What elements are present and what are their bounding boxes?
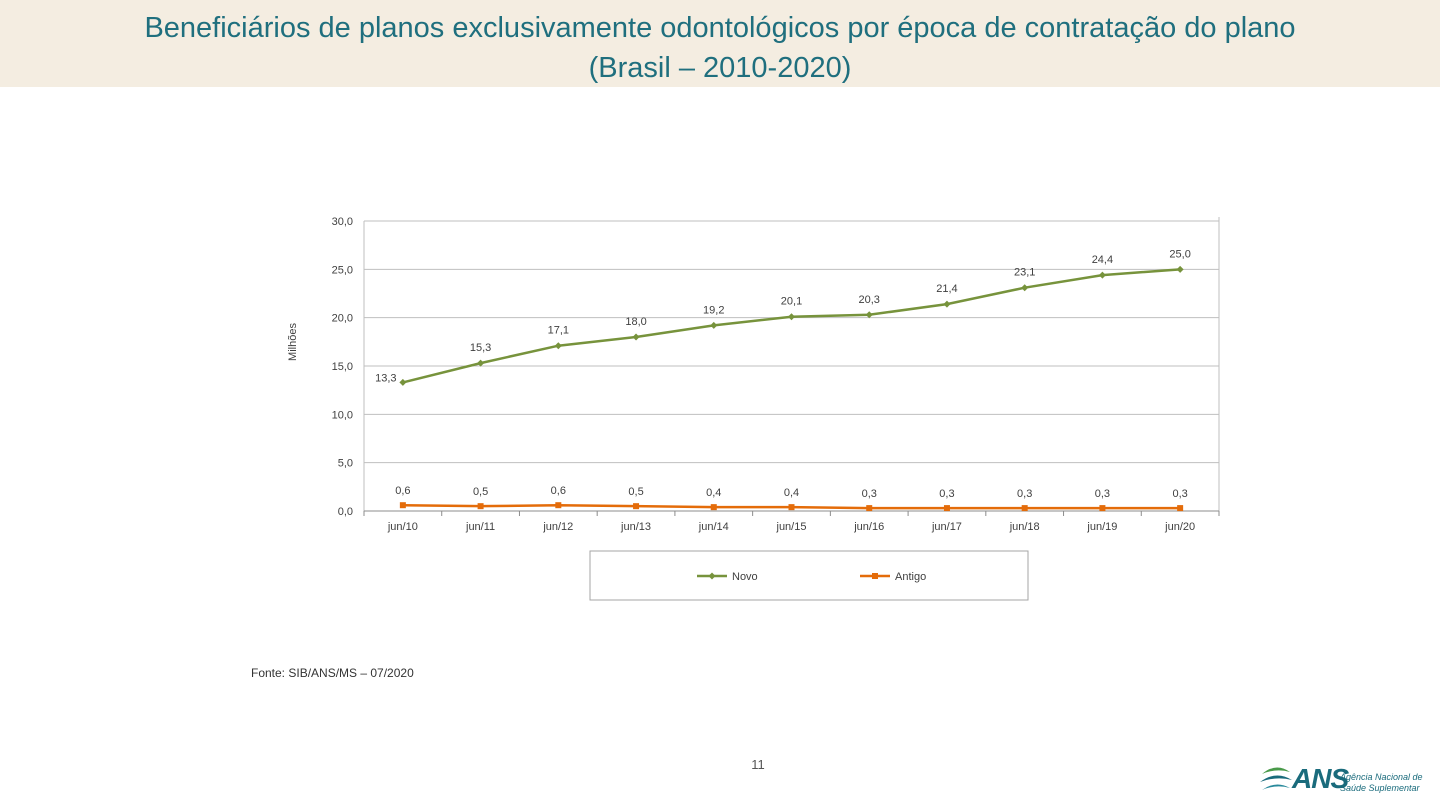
data-point-novo: [865, 311, 873, 319]
data-label: 0,3: [862, 488, 877, 500]
x-tick-label: jun/20: [1164, 521, 1195, 533]
page-subtitle: (Brasil – 2010-2020): [588, 52, 852, 84]
x-tick-label: jun/18: [1009, 521, 1040, 533]
y-tick-label: 30,0: [332, 216, 353, 228]
data-label: 0,4: [706, 487, 721, 499]
legend-label: Novo: [732, 571, 758, 583]
data-label: 17,1: [548, 325, 569, 337]
data-point-antigo: [710, 504, 717, 511]
line-chart: 0,0 5,0 10,0 15,0 20,0 25,0 30,0 jun/10 jun/11 ju…: [287, 216, 1220, 601]
data-label: 23,1: [1014, 267, 1035, 279]
data-point-antigo: [866, 505, 873, 512]
y-tick-label: 10,0: [332, 409, 353, 421]
data-label: 0,4: [784, 487, 799, 499]
legend-box: [589, 550, 1029, 601]
data-label: 0,6: [551, 485, 566, 497]
legend-label: Antigo: [895, 571, 926, 583]
data-point-novo: [477, 359, 485, 367]
y-tick-label: 20,0: [332, 313, 353, 325]
data-point-antigo: [1099, 505, 1106, 512]
data-label: 13,3: [375, 372, 396, 384]
data-label: 0,5: [628, 486, 643, 498]
data-point-novo: [554, 342, 562, 350]
data-point-antigo: [943, 505, 950, 512]
x-tick-label: jun/15: [776, 521, 807, 533]
title-band: [0, 0, 1440, 87]
ans-logo-mark-icon: [1260, 767, 1292, 790]
data-label: 21,4: [936, 283, 957, 295]
x-tick-label: jun/12: [542, 521, 573, 533]
data-point-novo: [1176, 265, 1184, 273]
data-label: 24,4: [1092, 254, 1113, 266]
data-label: 15,3: [470, 342, 491, 354]
data-point-antigo: [788, 504, 795, 511]
x-tick-label: jun/16: [853, 521, 884, 533]
source-note: Fonte: SIB/ANS/MS – 07/2020: [251, 666, 414, 680]
data-point-novo: [710, 321, 718, 329]
data-point-antigo: [1177, 505, 1184, 512]
series-line-novo: [402, 268, 1181, 384]
data-point-antigo: [633, 503, 640, 510]
y-tick-label: 0,0: [338, 506, 353, 518]
data-point-antigo: [399, 502, 406, 509]
data-point-novo: [632, 333, 640, 341]
x-tick-label: jun/11: [465, 521, 495, 533]
legend-swatch-marker: [708, 572, 716, 580]
data-label: 0,6: [395, 485, 410, 497]
data-label: 25,0: [1169, 248, 1190, 260]
data-label: 0,3: [1172, 488, 1187, 500]
data-label: 18,0: [625, 316, 646, 328]
data-point-novo: [1098, 271, 1106, 279]
page-title: Beneficiários de planos exclusivamente o…: [144, 12, 1296, 44]
legend-swatch-marker: [872, 573, 878, 579]
x-tick-label: jun/17: [931, 521, 962, 533]
data-point-novo: [788, 313, 795, 321]
x-tick-label: jun/10: [387, 521, 418, 533]
data-point-novo: [1021, 284, 1029, 292]
data-label: 0,3: [1095, 488, 1110, 500]
logo-brand: ANS: [1292, 763, 1349, 794]
x-tick-label: jun/13: [620, 521, 651, 533]
y-axis-title: Milhões: [287, 323, 299, 361]
x-tick-label: jun/14: [698, 521, 729, 533]
data-label: 0,3: [939, 488, 954, 500]
data-label: 20,3: [859, 294, 880, 306]
page-number: 11: [751, 757, 765, 772]
logo-line1: Agência Nacional de: [1340, 772, 1423, 782]
logo-line2: Saúde Suplementar: [1340, 783, 1420, 793]
y-tick-label: 5,0: [338, 458, 353, 470]
data-label: 0,3: [1017, 488, 1032, 500]
data-label: 20,1: [781, 296, 802, 308]
data-point-novo: [943, 300, 951, 308]
data-point-antigo: [477, 503, 484, 510]
data-label: 19,2: [703, 304, 724, 316]
data-point-antigo: [1021, 505, 1028, 512]
y-tick-label: 15,0: [332, 361, 353, 373]
data-label: 0,5: [473, 486, 488, 498]
x-tick-label: jun/19: [1086, 521, 1117, 533]
data-point-novo: [399, 378, 407, 386]
data-point-antigo: [555, 502, 562, 509]
y-tick-label: 25,0: [332, 264, 353, 276]
ans-logo: ANS Agência Nacional de Saúde Suplementa…: [1258, 760, 1430, 800]
